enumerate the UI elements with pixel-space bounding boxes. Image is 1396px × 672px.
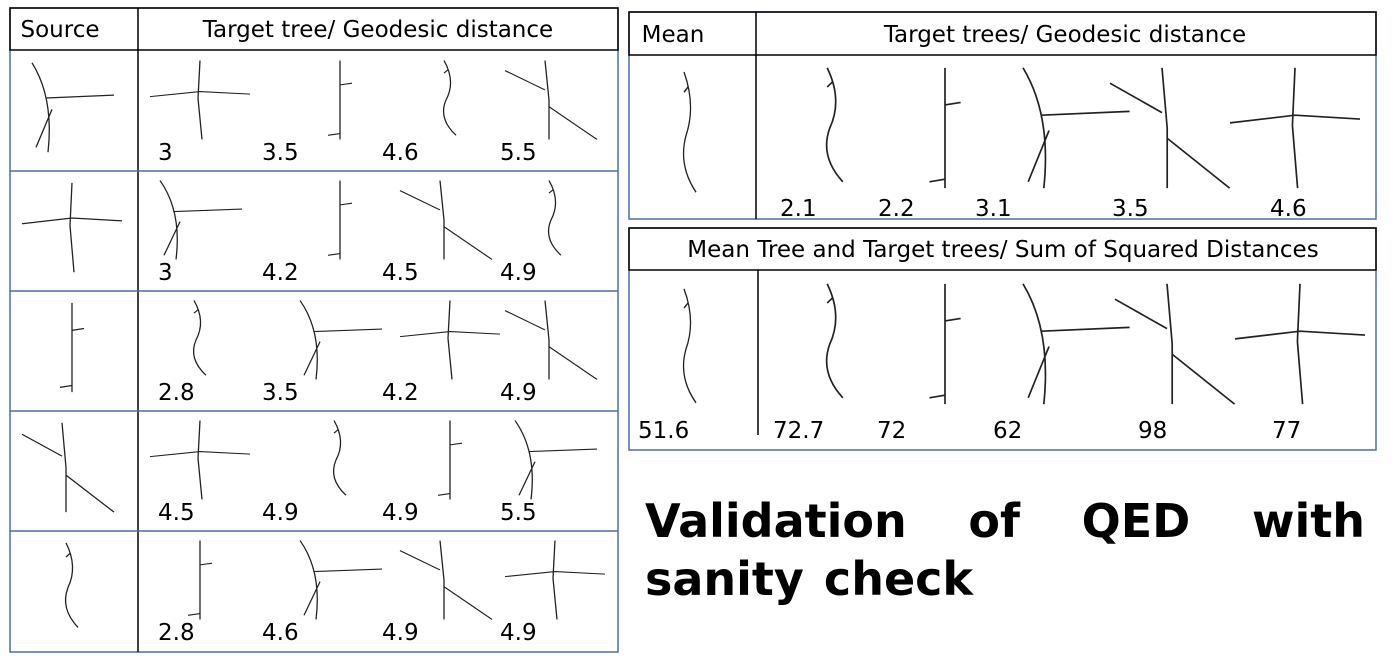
cell-value: 2.2 [878, 196, 915, 222]
tree-sketch [1229, 66, 1361, 190]
cell-value: 4.5 [382, 260, 419, 286]
cell-value: 5.5 [500, 500, 537, 526]
tree-sketch [1114, 282, 1236, 406]
cell-value: 4.9 [500, 620, 537, 646]
header-cell: Source [21, 17, 100, 43]
tree-sketch [399, 299, 501, 381]
cell-value: 4.2 [262, 260, 299, 286]
tree-sketch [1234, 282, 1366, 406]
tree-sketch [442, 59, 457, 136]
cell-value: 4.6 [382, 140, 419, 166]
cell-value: 3 [158, 260, 173, 286]
tree-sketch [547, 179, 562, 256]
left-table [9, 7, 619, 653]
cell-value: 4.9 [500, 380, 537, 406]
tree-sketch [64, 542, 79, 629]
tree-sketch [21, 182, 123, 273]
cell-value: 4.5 [158, 500, 195, 526]
cell-value: 72.7 [773, 418, 824, 444]
tree-sketch [31, 62, 115, 153]
tree-sketch [825, 282, 844, 399]
tree-sketch [928, 66, 962, 190]
tree-sketch [332, 419, 347, 496]
tree-sketch [149, 59, 251, 141]
cell-value: 72 [877, 418, 906, 444]
tree-sketch [192, 299, 207, 376]
cell-value: 4.9 [500, 260, 537, 286]
header-cell: Target trees/ Geodesic distance [883, 22, 1246, 48]
cell-value: 98 [1138, 418, 1167, 444]
tree-sketch [399, 539, 493, 621]
tree-sketch [437, 419, 463, 501]
tree-sketch [514, 419, 598, 501]
cell-value: 5.5 [500, 140, 537, 166]
cell-value: 2.8 [158, 620, 195, 646]
cell-value: 3.5 [262, 140, 299, 166]
tree-sketch [1022, 282, 1131, 406]
cell-value: 2.1 [780, 196, 817, 222]
tree-sketch [299, 299, 383, 381]
cell-value: 3.5 [1112, 196, 1149, 222]
cell-value: 4.9 [262, 500, 299, 526]
tree-sketch [928, 282, 962, 406]
tree-sketch [682, 288, 697, 404]
mean-table [628, 11, 1377, 220]
table-title: Mean Tree and Target trees/ Sum of Squar… [687, 237, 1318, 263]
tree-sketch [327, 59, 353, 141]
ssd-table [628, 227, 1377, 451]
cell-value: 2.8 [158, 380, 195, 406]
cell-value: 4.9 [382, 500, 419, 526]
tree-sketch [504, 539, 606, 621]
tree-sketch [504, 299, 598, 381]
caption: Validation of QED with sanity check [645, 494, 1365, 606]
cell-value: 62 [993, 418, 1022, 444]
tree-sketch [682, 71, 697, 194]
cell-value: 77 [1272, 418, 1301, 444]
cell-value: 4.9 [382, 620, 419, 646]
tree-sketch [1109, 66, 1231, 190]
tree-sketch [399, 179, 493, 261]
header-cell: Target tree/ Geodesic distance [202, 17, 553, 43]
cell-value: 3.5 [262, 380, 299, 406]
tree-sketch [327, 179, 353, 261]
cell-value: 3.1 [975, 196, 1012, 222]
cell-value: 4.2 [382, 380, 419, 406]
tree-sketch [149, 419, 251, 501]
tree-sketch [299, 539, 383, 621]
tree-sketch [59, 302, 85, 393]
header-cell: Mean [642, 22, 705, 48]
tree-sketch [504, 59, 598, 141]
cell-value: 4.6 [1270, 196, 1307, 222]
tree-sketch [187, 539, 213, 621]
tree-sketch [21, 422, 115, 513]
cell-value: 51.6 [638, 418, 689, 444]
cell-value: 4.6 [262, 620, 299, 646]
tree-sketch [159, 179, 243, 261]
tree-sketch [825, 66, 844, 183]
cell-value: 3 [158, 140, 173, 166]
